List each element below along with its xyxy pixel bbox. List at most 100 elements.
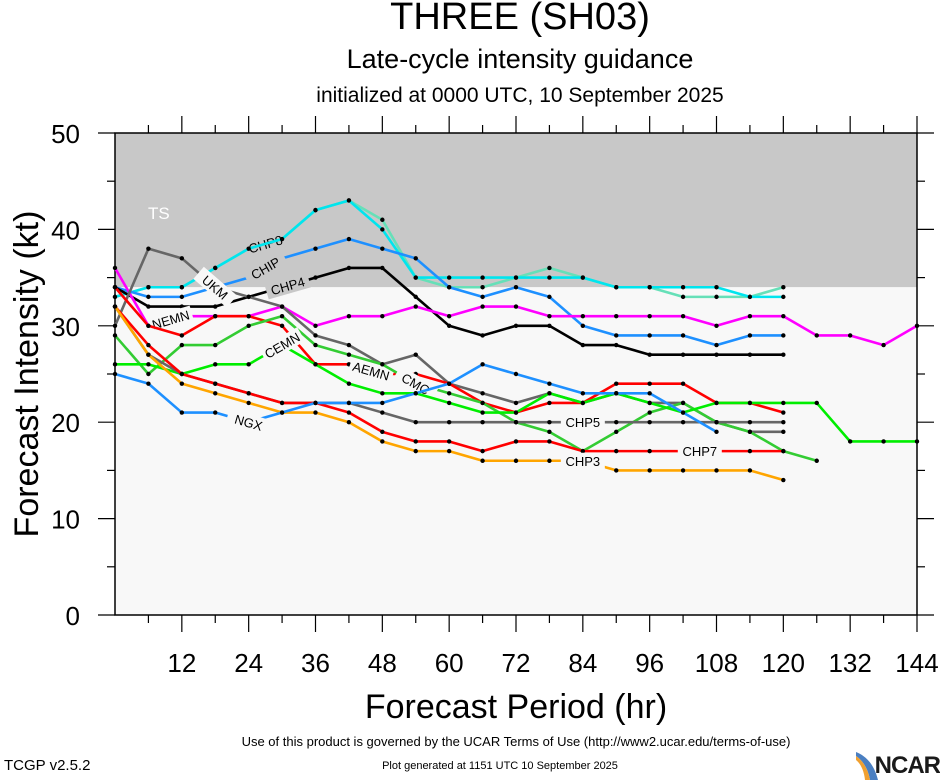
data-point bbox=[112, 304, 118, 309]
version-label: TCGP v2.5.2 bbox=[4, 757, 91, 774]
data-point bbox=[380, 362, 385, 367]
data-point bbox=[647, 391, 652, 396]
data-point bbox=[146, 352, 151, 357]
data-point bbox=[881, 439, 886, 444]
data-point bbox=[680, 313, 686, 319]
data-point bbox=[747, 429, 753, 435]
y-tick-label: 30 bbox=[51, 312, 80, 342]
data-point bbox=[213, 304, 218, 309]
data-point bbox=[781, 352, 786, 357]
data-point bbox=[146, 371, 151, 377]
data-point bbox=[346, 342, 352, 348]
x-axis-label: Forecast Period (hr) bbox=[365, 688, 667, 726]
data-point bbox=[480, 362, 485, 367]
data-point bbox=[714, 323, 719, 328]
data-point bbox=[346, 400, 352, 406]
data-point bbox=[446, 400, 452, 406]
data-point bbox=[279, 304, 285, 309]
data-point bbox=[580, 313, 586, 319]
data-point bbox=[480, 458, 485, 463]
data-point bbox=[446, 420, 452, 425]
data-point bbox=[380, 391, 385, 396]
series-label-bg bbox=[264, 271, 312, 300]
data-point bbox=[714, 342, 719, 348]
data-point bbox=[513, 323, 519, 328]
data-point bbox=[380, 313, 385, 319]
series-label-chp5: CHP5 bbox=[565, 415, 600, 430]
data-point bbox=[179, 381, 185, 386]
data-point bbox=[380, 265, 385, 271]
intensity-band-ts bbox=[115, 133, 917, 288]
data-point bbox=[580, 275, 586, 280]
x-tick-label: 132 bbox=[828, 648, 871, 678]
data-point bbox=[781, 313, 786, 319]
ncar-logo-icon bbox=[856, 752, 878, 780]
data-point bbox=[313, 207, 318, 213]
data-point bbox=[179, 410, 185, 415]
data-point bbox=[614, 381, 619, 386]
data-point bbox=[480, 420, 485, 425]
data-point bbox=[680, 420, 686, 425]
data-point bbox=[346, 352, 352, 357]
data-point bbox=[112, 294, 118, 300]
ncar-logo: NCAR bbox=[874, 752, 940, 779]
x-tick-label: 24 bbox=[234, 648, 263, 678]
series-label-bg bbox=[193, 266, 238, 308]
data-point bbox=[313, 323, 318, 328]
data-point bbox=[580, 342, 586, 348]
data-point bbox=[213, 265, 218, 271]
data-point bbox=[446, 439, 452, 444]
series-chp3: CHP3 bbox=[112, 304, 786, 483]
y-tick-label: 0 bbox=[66, 601, 80, 631]
data-point bbox=[547, 429, 552, 435]
data-point bbox=[513, 420, 519, 425]
series-chp2 bbox=[112, 198, 786, 300]
series-label-bg bbox=[225, 408, 273, 436]
data-point bbox=[513, 275, 519, 280]
series-label-bg bbox=[392, 365, 439, 402]
chart-title: THREE (SH03) bbox=[390, 0, 650, 38]
intensity-band-below-ts bbox=[115, 287, 917, 615]
data-point bbox=[413, 352, 418, 357]
data-point bbox=[614, 468, 619, 473]
series-label-bg bbox=[259, 327, 306, 364]
x-tick-label: 48 bbox=[368, 648, 397, 678]
x-tick-label: 108 bbox=[695, 648, 738, 678]
data-point bbox=[647, 313, 652, 319]
data-point bbox=[480, 448, 485, 454]
data-point bbox=[480, 391, 485, 396]
data-point bbox=[814, 333, 819, 338]
data-point bbox=[680, 285, 686, 290]
data-point bbox=[213, 313, 218, 319]
data-point bbox=[647, 333, 652, 338]
data-point bbox=[881, 342, 886, 348]
data-point bbox=[380, 227, 385, 232]
data-point bbox=[246, 294, 251, 300]
data-point bbox=[213, 391, 218, 396]
data-point bbox=[313, 333, 318, 338]
data-point bbox=[614, 448, 619, 454]
data-point bbox=[246, 362, 251, 367]
data-point bbox=[313, 362, 318, 367]
data-point bbox=[413, 275, 418, 280]
data-point bbox=[246, 313, 251, 319]
data-point bbox=[346, 236, 352, 242]
data-point bbox=[146, 294, 151, 300]
data-point bbox=[680, 468, 686, 473]
data-point bbox=[547, 458, 552, 463]
data-point bbox=[279, 323, 285, 328]
data-point bbox=[446, 313, 452, 319]
data-point bbox=[112, 362, 118, 367]
data-point bbox=[146, 381, 151, 386]
series-label-bg bbox=[560, 452, 605, 469]
data-point bbox=[747, 294, 753, 300]
data-point bbox=[781, 477, 786, 483]
data-point bbox=[112, 371, 118, 377]
series-label-bg bbox=[677, 443, 722, 460]
data-point bbox=[614, 342, 619, 348]
data-point bbox=[112, 285, 118, 290]
series-label-bg bbox=[147, 305, 195, 334]
data-point bbox=[714, 400, 719, 406]
data-point bbox=[246, 400, 251, 406]
